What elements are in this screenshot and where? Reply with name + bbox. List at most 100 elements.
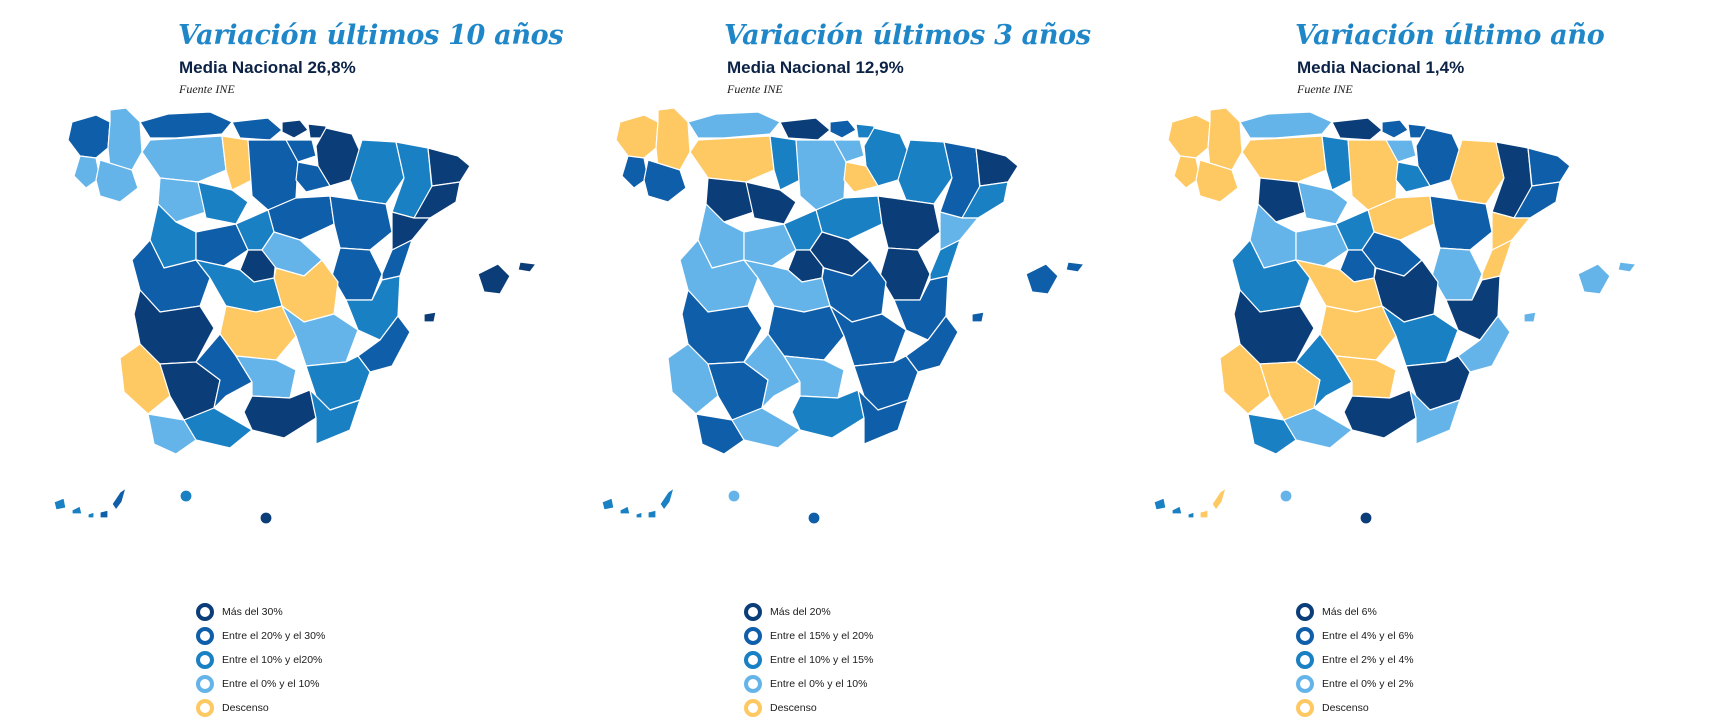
province-lugo — [107, 107, 143, 171]
legend-label: Entre el 0% y el 2% — [1322, 678, 1414, 690]
province-canarias_w — [53, 497, 95, 519]
map-panel-1-year: Variación último año Media Nacional 1,4%… — [1100, 0, 1660, 722]
province-navarra — [315, 127, 363, 187]
province-cordoba — [743, 333, 801, 409]
province-valladolid — [1297, 181, 1349, 225]
province-avila — [195, 223, 249, 267]
province-zamora — [1257, 177, 1307, 223]
province-bizkaia — [1381, 119, 1409, 139]
province-zaragoza — [329, 195, 393, 251]
map-subtitle: Media Nacional 1,4% — [1297, 58, 1465, 77]
province-teruel — [1431, 247, 1483, 301]
province-cadiz — [1247, 413, 1297, 455]
province-barcelona — [413, 181, 461, 219]
legend-label: Entre el 0% y el 10% — [222, 678, 320, 690]
map-panel-10-years: Variación últimos 10 años Media Nacional… — [0, 0, 564, 722]
map-title: Variación último año — [1295, 20, 1605, 51]
legend-label: Entre el 10% y el20% — [222, 654, 323, 666]
province-granada — [243, 389, 317, 439]
legend-item: Descenso — [1296, 696, 1414, 720]
province-burgos — [1347, 139, 1399, 211]
province-coruna — [67, 114, 111, 159]
province-lugo — [655, 107, 691, 171]
province-pontevedra — [1173, 155, 1201, 189]
province-cantabria — [231, 117, 283, 141]
province-bizkaia — [829, 119, 857, 139]
legend-label: Entre el 2% y el 4% — [1322, 654, 1414, 666]
province-toledo — [743, 259, 831, 313]
province-canarias_e — [99, 487, 127, 519]
province-granada — [791, 389, 865, 439]
province-malaga — [183, 407, 253, 449]
province-cadiz — [147, 413, 197, 455]
province-leon — [141, 135, 227, 183]
province-lugo — [1207, 107, 1243, 171]
map-legend: Más del 6% Entre el 4% y el 6% Entre el … — [1296, 600, 1414, 720]
legend-item: Más del 20% — [744, 600, 873, 624]
province-almeria — [309, 389, 361, 445]
province-baleares — [971, 261, 1085, 323]
legend-ring-icon — [1296, 651, 1314, 669]
province-pontevedra — [621, 155, 649, 189]
province-melilla — [807, 511, 821, 525]
province-melilla — [259, 511, 273, 525]
province-almeria — [857, 389, 909, 445]
province-canarias_e — [1199, 487, 1227, 519]
legend-item: Descenso — [744, 696, 873, 720]
province-asturias — [139, 111, 233, 139]
legend-ring-icon — [196, 627, 214, 645]
province-cantabria — [779, 117, 831, 141]
legend-label: Entre el 4% y el 6% — [1322, 630, 1414, 642]
province-coruna — [615, 114, 659, 159]
legend-label: Más del 20% — [770, 606, 831, 618]
map-source: Fuente INE — [1297, 82, 1353, 96]
province-leon — [1241, 135, 1327, 183]
province-ceuta — [1279, 489, 1293, 503]
province-toledo — [1295, 259, 1383, 313]
province-barcelona — [961, 181, 1009, 219]
province-zamora — [157, 177, 207, 223]
map-legend: Más del 30% Entre el 20% y el 30% Entre … — [196, 600, 325, 720]
province-zaragoza — [877, 195, 941, 251]
legend-item: Más del 6% — [1296, 600, 1414, 624]
spain-province-map — [601, 107, 1085, 525]
legend-label: Descenso — [1322, 702, 1369, 714]
province-larioja — [843, 161, 879, 193]
legend-ring-icon — [196, 699, 214, 717]
province-baleares — [1523, 261, 1637, 323]
legend-item: Entre el 10% y el 15% — [744, 648, 873, 672]
map-legend: Más del 20% Entre el 15% y el 20% Entre … — [744, 600, 873, 720]
province-malaga — [731, 407, 801, 449]
province-cordoba — [195, 333, 253, 409]
map-panel-3-years: Variación últimos 3 años Media Nacional … — [548, 0, 1108, 722]
province-toledo — [195, 259, 283, 313]
legend-label: Entre el 20% y el 30% — [222, 630, 326, 642]
province-girona — [427, 147, 471, 187]
legend-item: Entre el 15% y el 20% — [744, 624, 873, 648]
map-title: Variación últimos 10 años — [178, 20, 564, 51]
legend-ring-icon — [1296, 675, 1314, 693]
province-larioja — [295, 161, 331, 193]
province-cadiz — [695, 413, 745, 455]
legend-ring-icon — [744, 675, 762, 693]
province-palencia — [221, 135, 253, 191]
province-ceuta — [727, 489, 741, 503]
legend-label: Más del 6% — [1322, 606, 1377, 618]
province-canarias_w — [601, 497, 643, 519]
province-girona — [1527, 147, 1571, 187]
province-navarra — [863, 127, 911, 187]
legend-label: Descenso — [222, 702, 269, 714]
province-malaga — [1283, 407, 1353, 449]
province-canarias_e — [647, 487, 675, 519]
legend-item: Descenso — [196, 696, 325, 720]
province-burgos — [795, 139, 847, 211]
legend-ring-icon — [744, 651, 762, 669]
province-zamora — [705, 177, 755, 223]
province-canarias_w — [1153, 497, 1195, 519]
province-granada — [1343, 389, 1417, 439]
province-asturias — [1239, 111, 1333, 139]
province-avila — [743, 223, 797, 267]
legend-item: Entre el 0% y el 2% — [1296, 672, 1414, 696]
legend-ring-icon — [1296, 627, 1314, 645]
legend-item: Entre el 4% y el 6% — [1296, 624, 1414, 648]
